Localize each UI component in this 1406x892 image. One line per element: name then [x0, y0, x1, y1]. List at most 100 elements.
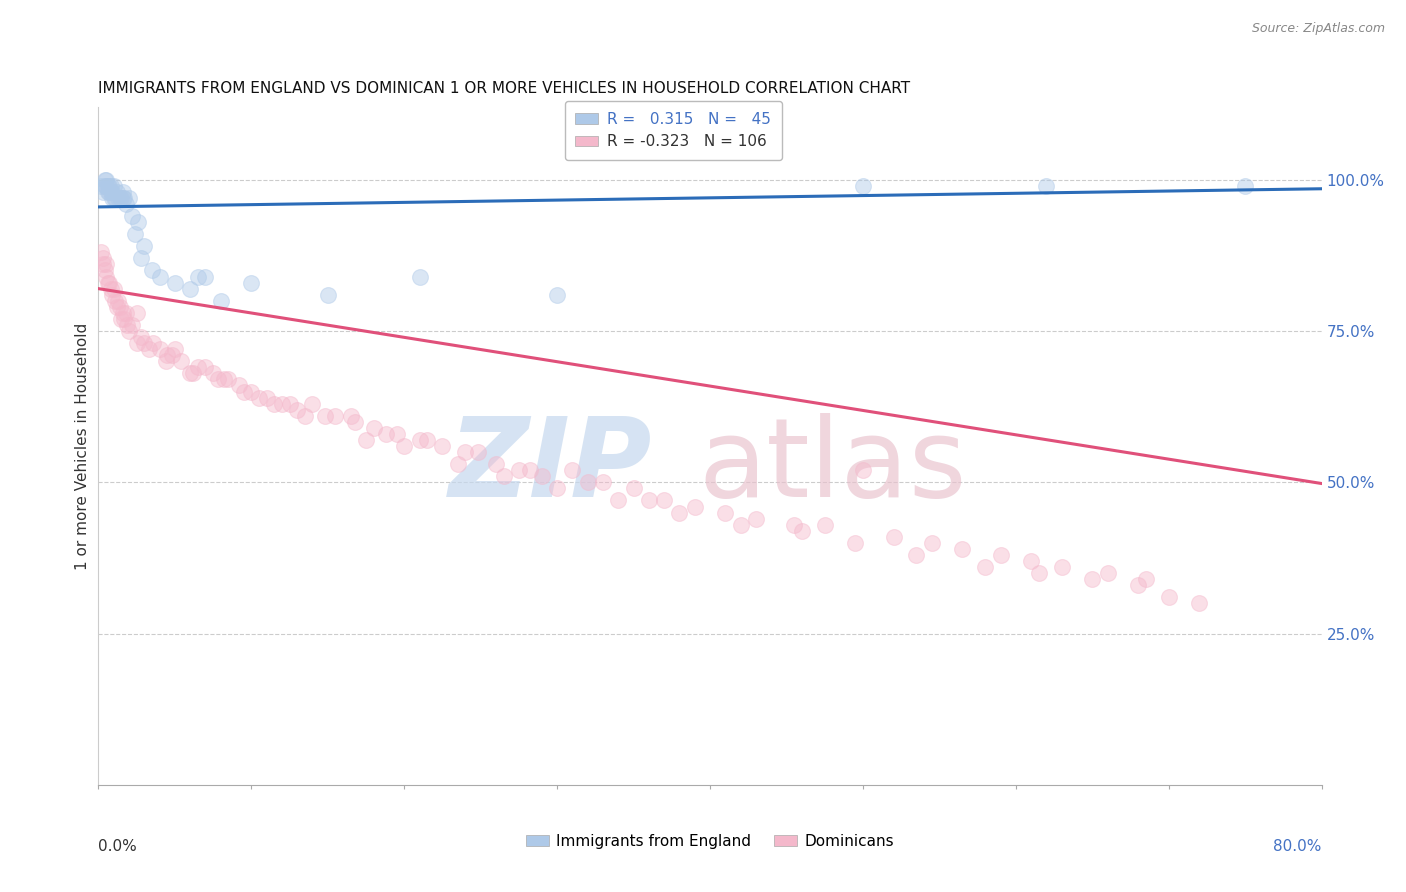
Point	[100, 185, 122, 199]
Point	[576, 475, 599, 490]
Point	[129, 252, 152, 266]
Point	[519, 463, 541, 477]
Point	[285, 402, 308, 417]
Point	[454, 445, 477, 459]
Point	[118, 324, 141, 338]
Point	[125, 336, 148, 351]
Point	[256, 391, 278, 405]
Point	[103, 178, 125, 193]
Text: 0.0%: 0.0%	[98, 839, 138, 855]
Y-axis label: 1 or more Vehicles in Household: 1 or more Vehicles in Household	[75, 322, 90, 570]
Point	[90, 245, 112, 260]
Point	[179, 367, 201, 381]
Point	[98, 276, 121, 290]
Point	[270, 396, 292, 410]
Point	[149, 342, 172, 356]
Point	[187, 269, 209, 284]
Legend: Immigrants from England, Dominicans: Immigrants from England, Dominicans	[520, 828, 900, 855]
Point	[683, 500, 706, 514]
Point	[974, 560, 997, 574]
Point	[91, 185, 114, 199]
Point	[745, 511, 768, 525]
Point	[194, 269, 217, 284]
Point	[93, 172, 115, 186]
Point	[883, 530, 905, 544]
Point	[1019, 554, 1042, 568]
Point	[1128, 578, 1150, 592]
Point	[118, 191, 141, 205]
Point	[374, 426, 396, 441]
Point	[93, 263, 115, 277]
Point	[105, 185, 128, 199]
Point	[110, 311, 132, 326]
Point	[844, 536, 866, 550]
Point	[115, 197, 138, 211]
Point	[163, 342, 186, 356]
Point	[117, 318, 139, 332]
Point	[107, 293, 129, 308]
Point	[492, 469, 515, 483]
Point	[111, 191, 134, 205]
Text: ZIP: ZIP	[450, 413, 652, 520]
Point	[325, 409, 347, 423]
Point	[94, 269, 117, 284]
Point	[105, 300, 128, 314]
Point	[104, 191, 127, 205]
Point	[160, 348, 183, 362]
Point	[108, 191, 131, 205]
Point	[385, 426, 408, 441]
Point	[179, 282, 201, 296]
Point	[111, 185, 134, 199]
Point	[112, 311, 135, 326]
Point	[607, 493, 630, 508]
Point	[432, 439, 454, 453]
Point	[94, 257, 117, 271]
Point	[90, 178, 112, 193]
Point	[94, 178, 117, 193]
Point	[814, 517, 837, 532]
Point	[217, 372, 239, 386]
Point	[408, 433, 430, 447]
Point	[124, 227, 146, 241]
Point	[207, 372, 229, 386]
Point	[546, 481, 568, 495]
Point	[134, 336, 156, 351]
Point	[127, 215, 149, 229]
Point	[1135, 572, 1157, 586]
Point	[485, 457, 508, 471]
Point	[301, 396, 323, 410]
Point	[392, 439, 416, 453]
Point	[278, 396, 301, 410]
Point	[170, 354, 193, 368]
Point	[714, 506, 737, 520]
Point	[1188, 596, 1211, 610]
Point	[101, 185, 124, 199]
Point	[108, 300, 131, 314]
Point	[263, 396, 285, 410]
Point	[121, 209, 143, 223]
Point	[97, 178, 120, 193]
Point	[101, 287, 124, 301]
Point	[652, 493, 675, 508]
Point	[98, 178, 121, 193]
Point	[1028, 566, 1050, 580]
Point	[181, 367, 204, 381]
Point	[408, 269, 430, 284]
Point	[314, 409, 336, 423]
Point	[354, 433, 377, 447]
Point	[668, 506, 690, 520]
Point	[530, 469, 553, 483]
Point	[94, 172, 117, 186]
Point	[508, 463, 530, 477]
Point	[134, 239, 156, 253]
Point	[247, 391, 270, 405]
Point	[194, 360, 217, 375]
Point	[730, 517, 752, 532]
Point	[1234, 178, 1257, 193]
Point	[107, 191, 129, 205]
Point	[104, 293, 127, 308]
Point	[209, 293, 232, 308]
Point	[1050, 560, 1073, 574]
Point	[115, 306, 138, 320]
Point	[91, 257, 114, 271]
